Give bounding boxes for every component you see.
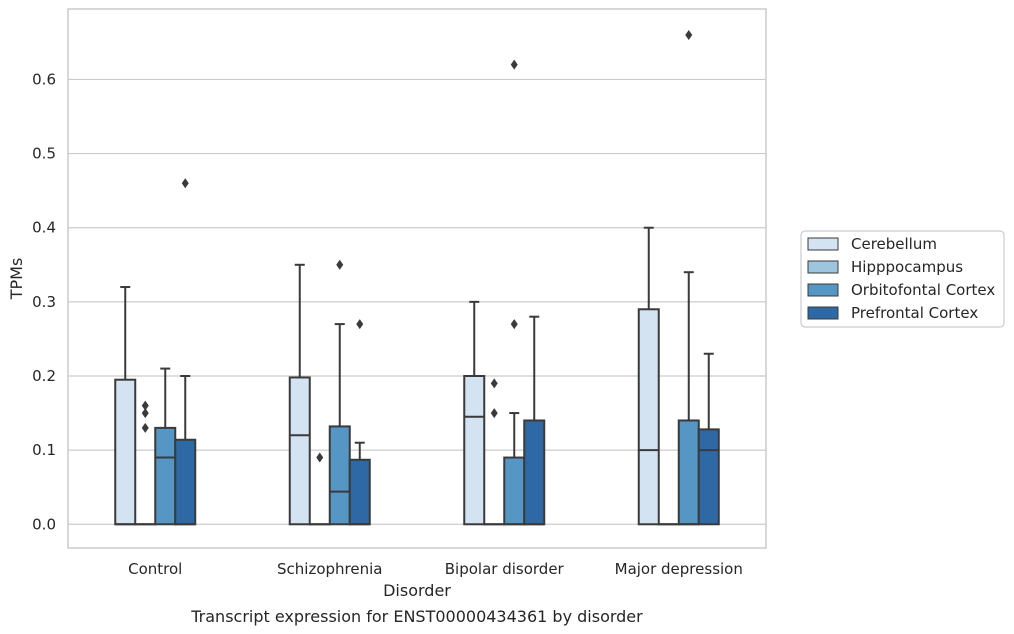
legend-item: Hipppocampus [807,258,963,276]
box-orbitofontal-cortex [503,59,526,526]
outlier-point [316,452,324,463]
legend-item: Orbitofontal Cortex [807,281,995,299]
category-group [114,178,197,526]
box-hipppocampus [483,378,506,526]
y-tick-labels: 0.0 0.1 0.2 0.3 0.4 0.5 0.6 [32,70,56,533]
box-prefrontal-cortex [174,178,197,526]
box-body [637,308,660,526]
x-axis-label: Disorder [383,581,451,600]
y-tick-label: 0.1 [32,441,56,459]
box-body [348,458,371,526]
box-orbitofontal-cortex [677,29,700,526]
box-body [114,378,137,526]
legend: Cerebellum Hipppocampus Orbitofontal Corte… [800,230,1005,328]
box-groups [114,29,720,526]
x-tick-label: Control [128,560,182,578]
box-prefrontal-cortex [348,319,371,526]
legend-swatch [807,306,839,320]
legend-label: Hipppocampus [851,258,963,276]
outlier-point [510,59,518,70]
box-body [463,374,486,526]
x-tick-labels: Control Schizophrenia Bipolar disorder Majo… [128,560,743,578]
box-prefrontal-cortex [697,352,720,526]
outlier-point [685,29,693,40]
y-tick-label: 0.0 [32,515,56,533]
box-body [523,419,546,526]
plot-frame [67,8,767,549]
category-group [288,259,371,526]
y-tick-label: 0.2 [32,367,56,385]
figure-caption: Transcript expression for ENST0000043436… [190,607,643,626]
x-tick-label: Major depression [615,560,743,578]
box-hipppocampus [308,452,331,526]
outlier-point [510,319,518,330]
outlier-point [490,378,498,389]
box-body [328,425,351,526]
legend-label: Prefrontal Cortex [851,304,978,322]
outlier-point [141,408,149,419]
box-body [677,419,700,526]
y-axis-label: TPMs [7,258,26,301]
outlier-point [181,178,189,189]
box-cerebellum [463,300,486,526]
y-tick-label: 0.5 [32,145,56,163]
legend-swatch [807,260,839,274]
legend-item: Cerebellum [807,235,937,253]
outlier-point [336,259,344,270]
box-body [154,426,177,526]
box-cerebellum [637,226,660,526]
y-tick-label: 0.4 [32,219,56,237]
legend-label: Cerebellum [851,235,937,253]
box-orbitofontal-cortex [154,367,177,526]
outlier-point [141,400,149,411]
legend-item: Prefrontal Cortex [807,304,978,322]
box-body [288,376,311,526]
legend-label: Orbitofontal Cortex [851,281,995,299]
box-prefrontal-cortex [523,315,546,526]
box-body [174,438,197,526]
x-tick-label: Bipolar disorder [445,560,565,578]
box-body [697,428,720,526]
box-cerebellum [288,263,311,526]
legend-swatch [807,237,839,251]
box-hipppocampus [134,400,157,526]
box-orbitofontal-cortex [328,259,351,526]
legend-swatch [807,283,839,297]
x-tick-label: Schizophrenia [277,560,382,578]
outlier-point [356,319,364,330]
box-body [503,456,526,526]
y-tick-label: 0.3 [32,293,56,311]
category-group [463,59,546,526]
legend-box [800,230,1005,328]
category-group [637,29,720,526]
outlier-point [490,408,498,419]
y-tick-label: 0.6 [32,70,56,88]
box-cerebellum [114,286,137,526]
outlier-point [141,422,149,433]
